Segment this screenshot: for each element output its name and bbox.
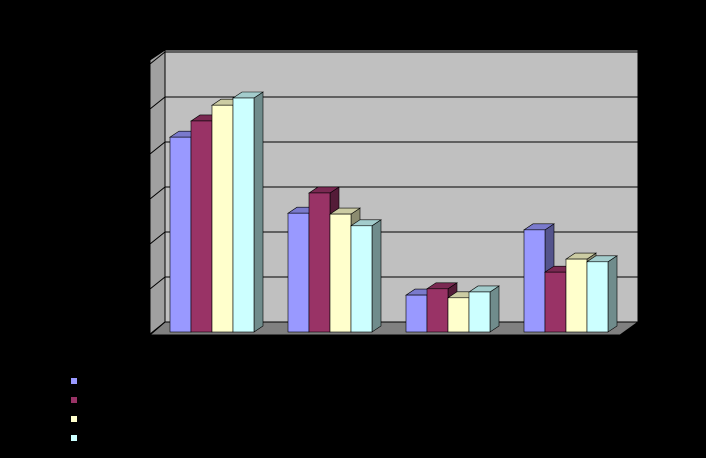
grid-line (149, 276, 638, 290)
grid-line (149, 186, 638, 200)
bar-front (565, 258, 588, 333)
bar-side (253, 91, 264, 333)
bar-front (308, 192, 331, 333)
grid-line (149, 141, 638, 155)
bar-front (211, 104, 234, 333)
bar-front (169, 136, 192, 333)
grid-line (149, 96, 638, 110)
legend-marker (71, 397, 77, 403)
bars (169, 91, 618, 333)
bar-front (586, 261, 609, 333)
bar-front (544, 271, 567, 333)
bar-front (350, 225, 373, 333)
legend-marker (71, 416, 77, 422)
bar (350, 219, 382, 333)
bar-front (329, 213, 352, 333)
bar-front (232, 97, 255, 333)
bar (468, 285, 500, 333)
legend-marker (71, 378, 77, 384)
bar-front (190, 120, 213, 333)
bar-front (405, 294, 428, 333)
bar-side (607, 255, 618, 333)
grid-line (149, 231, 638, 245)
bar-front (426, 288, 449, 333)
legend (71, 378, 77, 441)
bar-front (287, 212, 310, 333)
bar (232, 91, 264, 333)
legend-marker (71, 435, 77, 441)
bar-front (447, 297, 470, 333)
bar-side (489, 285, 500, 333)
bar-side (371, 219, 382, 333)
grid (149, 51, 638, 335)
bar-front (468, 291, 491, 333)
grid-line (149, 51, 638, 65)
bar (586, 255, 618, 333)
bar-front (523, 229, 546, 333)
